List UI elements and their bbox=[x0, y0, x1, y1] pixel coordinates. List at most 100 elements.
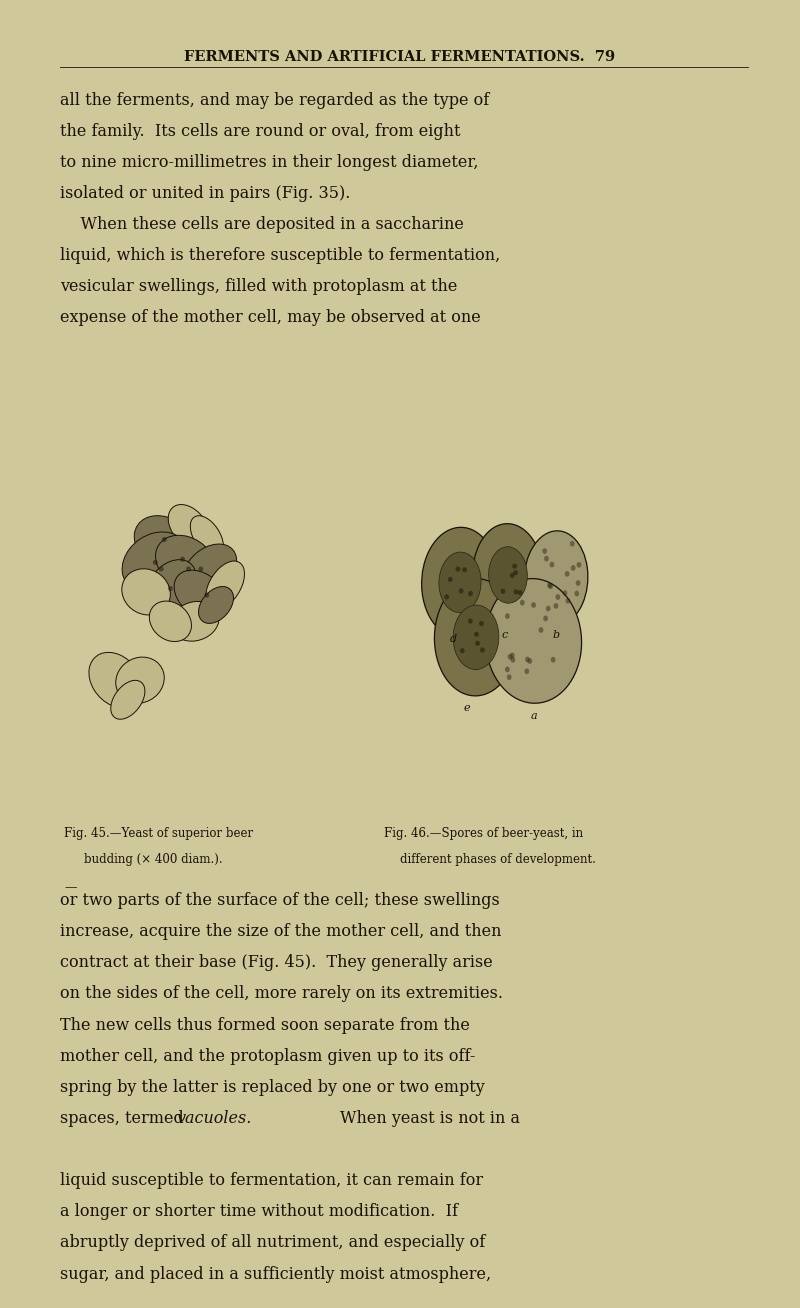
Text: or two parts of the surface of the cell; these swellings: or two parts of the surface of the cell;… bbox=[60, 892, 500, 909]
Ellipse shape bbox=[180, 557, 185, 562]
Ellipse shape bbox=[531, 602, 536, 608]
Text: a: a bbox=[530, 710, 537, 721]
Ellipse shape bbox=[527, 658, 532, 664]
Ellipse shape bbox=[110, 680, 145, 719]
Ellipse shape bbox=[505, 667, 510, 672]
Ellipse shape bbox=[525, 668, 530, 674]
Ellipse shape bbox=[170, 602, 219, 641]
Text: expense of the mother cell, may be observed at one: expense of the mother cell, may be obser… bbox=[60, 310, 481, 327]
Ellipse shape bbox=[548, 583, 553, 589]
Text: abruptly deprived of all nutriment, and especially of: abruptly deprived of all nutriment, and … bbox=[60, 1235, 486, 1252]
Ellipse shape bbox=[555, 594, 560, 600]
Text: b: b bbox=[553, 630, 559, 640]
Text: liquid, which is therefore susceptible to fermentation,: liquid, which is therefore susceptible t… bbox=[60, 247, 500, 264]
Ellipse shape bbox=[458, 589, 463, 594]
Text: budding (× 400 diam.).: budding (× 400 diam.). bbox=[84, 853, 222, 866]
Ellipse shape bbox=[508, 654, 513, 659]
Text: FERMENTS AND ARTIFICIAL FERMENTATIONS.  79: FERMENTS AND ARTIFICIAL FERMENTATIONS. 7… bbox=[185, 50, 615, 64]
Ellipse shape bbox=[144, 560, 197, 617]
Ellipse shape bbox=[566, 598, 570, 604]
Ellipse shape bbox=[448, 577, 453, 582]
Ellipse shape bbox=[134, 515, 194, 570]
Text: contract at their base (Fig. 45).  They generally arise: contract at their base (Fig. 45). They g… bbox=[60, 955, 493, 972]
Ellipse shape bbox=[150, 602, 191, 641]
Text: When these cells are deposited in a saccharine: When these cells are deposited in a sacc… bbox=[60, 216, 464, 233]
Ellipse shape bbox=[550, 657, 555, 663]
Ellipse shape bbox=[480, 647, 485, 653]
Ellipse shape bbox=[439, 552, 481, 612]
Ellipse shape bbox=[510, 657, 515, 663]
Text: spring by the latter is replaced by one or two empty: spring by the latter is replaced by one … bbox=[60, 1079, 485, 1096]
Ellipse shape bbox=[116, 657, 164, 704]
Ellipse shape bbox=[513, 570, 518, 576]
Ellipse shape bbox=[489, 547, 527, 603]
Text: c: c bbox=[502, 630, 508, 640]
Ellipse shape bbox=[554, 603, 558, 608]
Ellipse shape bbox=[473, 523, 543, 627]
Ellipse shape bbox=[168, 586, 173, 591]
Ellipse shape bbox=[453, 606, 499, 670]
Ellipse shape bbox=[544, 556, 549, 561]
Ellipse shape bbox=[505, 613, 510, 619]
Ellipse shape bbox=[525, 657, 530, 662]
Ellipse shape bbox=[190, 515, 223, 557]
Text: isolated or united in pairs (Fig. 35).: isolated or united in pairs (Fig. 35). bbox=[60, 184, 350, 201]
Text: Fig. 46.—Spores of beer-yeast, in: Fig. 46.—Spores of beer-yeast, in bbox=[384, 827, 583, 840]
Ellipse shape bbox=[538, 627, 543, 633]
Text: sugar, and placed in a sufficiently moist atmosphere,: sugar, and placed in a sufficiently mois… bbox=[60, 1266, 491, 1283]
Ellipse shape bbox=[468, 619, 473, 624]
Text: a longer or shorter time without modification.  If: a longer or shorter time without modific… bbox=[60, 1203, 458, 1220]
Text: When yeast is not in a: When yeast is not in a bbox=[340, 1110, 520, 1127]
Ellipse shape bbox=[460, 649, 465, 654]
Ellipse shape bbox=[198, 586, 234, 624]
Ellipse shape bbox=[574, 591, 579, 596]
Ellipse shape bbox=[543, 616, 548, 621]
Text: The new cells thus formed soon separate from the: The new cells thus formed soon separate … bbox=[60, 1016, 470, 1033]
Ellipse shape bbox=[577, 562, 582, 568]
Text: mother cell, and the protoplasm given up to its off-: mother cell, and the protoplasm given up… bbox=[60, 1048, 475, 1065]
Ellipse shape bbox=[206, 561, 245, 610]
Text: on the sides of the cell, more rarely on its extremities.: on the sides of the cell, more rarely on… bbox=[60, 985, 503, 1002]
Ellipse shape bbox=[542, 548, 547, 553]
Text: d: d bbox=[450, 633, 457, 644]
Ellipse shape bbox=[524, 531, 588, 627]
Ellipse shape bbox=[186, 566, 191, 572]
Ellipse shape bbox=[162, 536, 166, 542]
Text: liquid susceptible to fermentation, it can remain for: liquid susceptible to fermentation, it c… bbox=[60, 1172, 483, 1189]
Ellipse shape bbox=[562, 590, 567, 596]
Ellipse shape bbox=[434, 578, 518, 696]
Text: to nine micro-millimetres in their longest diameter,: to nine micro-millimetres in their longe… bbox=[60, 154, 478, 171]
Ellipse shape bbox=[518, 590, 522, 595]
Ellipse shape bbox=[520, 600, 525, 606]
Ellipse shape bbox=[462, 568, 467, 573]
Ellipse shape bbox=[174, 570, 227, 620]
Ellipse shape bbox=[155, 535, 216, 590]
Ellipse shape bbox=[501, 589, 506, 594]
Ellipse shape bbox=[571, 565, 576, 570]
Text: Fig. 45.—Yeast of superior beer: Fig. 45.—Yeast of superior beer bbox=[64, 827, 253, 840]
Ellipse shape bbox=[198, 566, 203, 572]
Ellipse shape bbox=[576, 581, 581, 586]
Ellipse shape bbox=[510, 573, 514, 578]
Text: e: e bbox=[463, 704, 470, 713]
Ellipse shape bbox=[474, 632, 479, 637]
Ellipse shape bbox=[468, 591, 473, 596]
Ellipse shape bbox=[444, 594, 449, 599]
Text: vacuoles.: vacuoles. bbox=[176, 1110, 251, 1127]
Ellipse shape bbox=[422, 527, 498, 637]
Text: the family.  Its cells are round or oval, from eight: the family. Its cells are round or oval,… bbox=[60, 123, 461, 140]
Ellipse shape bbox=[506, 674, 511, 680]
Text: vesicular swellings, filled with protoplasm at the: vesicular swellings, filled with protopl… bbox=[60, 279, 458, 296]
Ellipse shape bbox=[122, 532, 188, 593]
Ellipse shape bbox=[205, 593, 210, 598]
Ellipse shape bbox=[565, 572, 570, 577]
Text: spaces, termed: spaces, termed bbox=[60, 1110, 189, 1127]
Ellipse shape bbox=[153, 560, 158, 565]
Ellipse shape bbox=[455, 566, 460, 572]
Text: —: — bbox=[64, 882, 77, 895]
Ellipse shape bbox=[546, 606, 550, 611]
Ellipse shape bbox=[89, 653, 142, 708]
Ellipse shape bbox=[510, 653, 514, 658]
Ellipse shape bbox=[514, 589, 518, 594]
Ellipse shape bbox=[183, 544, 237, 594]
